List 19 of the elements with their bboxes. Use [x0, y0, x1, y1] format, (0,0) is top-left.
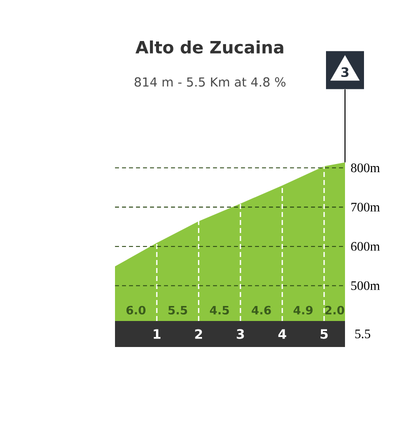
text: 5.5	[355, 330, 370, 338]
annotation: 5.5	[168, 306, 188, 314]
x-tick-label: 1	[154, 329, 160, 339]
chart-subtitle: 814 m - 5.5 Km at 4.8 %	[134, 77, 286, 87]
annotation: 2.0	[325, 306, 344, 314]
chart-title: Alto de Zucaina	[135, 40, 284, 54]
annotation: 6.0	[126, 306, 146, 314]
x-tick-label: 5	[320, 329, 328, 339]
annotation: 4.5	[210, 306, 229, 314]
annotation: 4.6	[252, 306, 271, 314]
y-tick-label: 800m	[351, 163, 380, 172]
x-tick-label: 3	[236, 329, 244, 339]
y-tick-label: 600m	[351, 242, 380, 251]
x-tick-label: 4	[278, 329, 286, 339]
y-tick-label: 700m	[351, 202, 380, 212]
x-tick-label: 2	[195, 329, 202, 339]
annotation: 3	[341, 67, 348, 78]
annotation: 4.9	[294, 306, 313, 314]
y-tick-label: 500m	[351, 281, 380, 290]
